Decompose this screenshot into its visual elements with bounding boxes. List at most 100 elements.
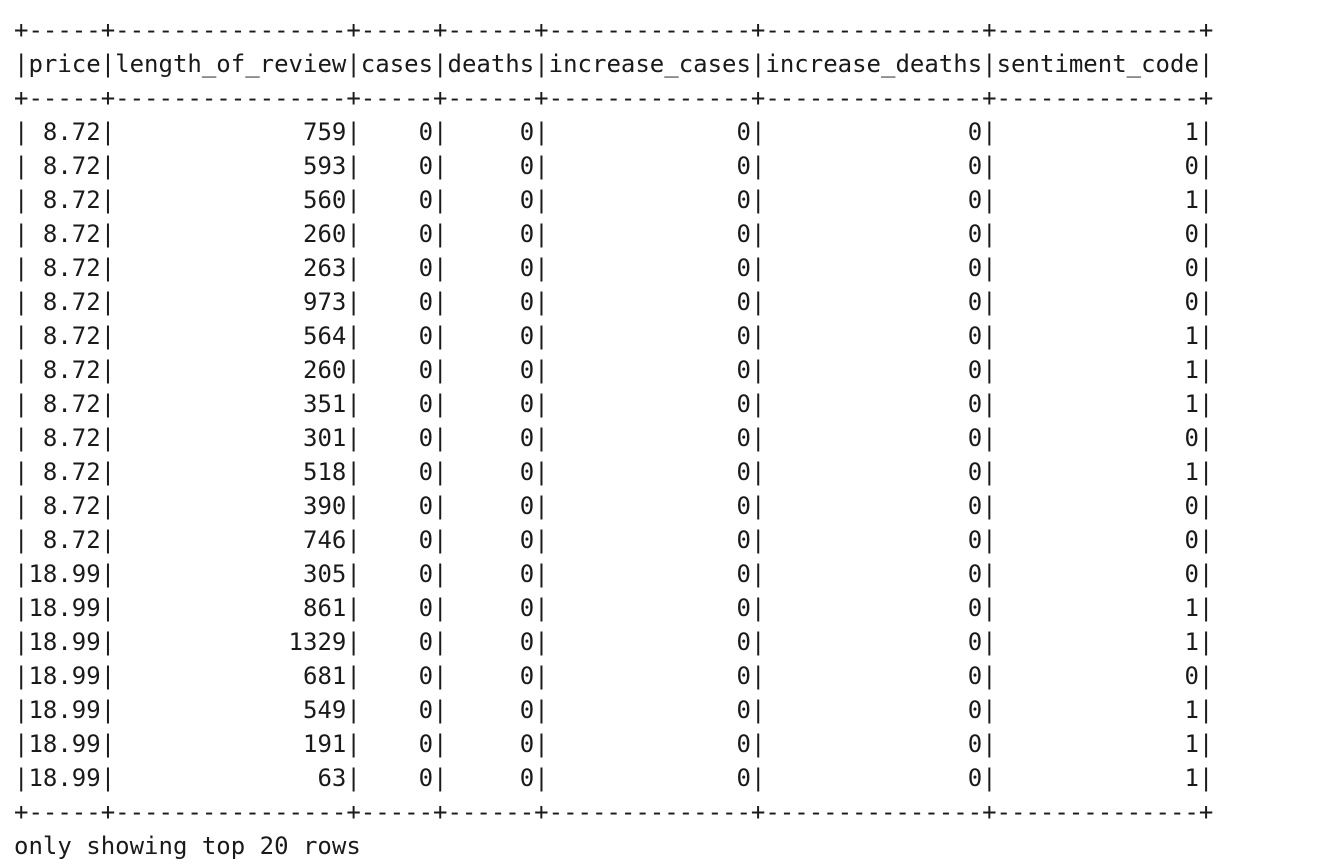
table-cell-price: 8.72	[28, 152, 101, 180]
table-cell-sentiment-code: 0	[996, 288, 1199, 316]
table-cell-length-of-review: 351	[115, 390, 347, 418]
table-cell-price: 18.99	[28, 764, 101, 792]
table-cell-sentiment-code: 1	[996, 458, 1199, 486]
table-cell-price: 8.72	[28, 254, 101, 282]
table-row: | 8.72| 260| 0| 0| 0| 0| 1|	[14, 356, 1214, 384]
table-cell-cases: 0	[360, 526, 434, 554]
table-cell-length-of-review: 560	[115, 186, 347, 214]
table-cell-increase-deaths: 0	[765, 118, 983, 146]
table-cell-deaths: 0	[447, 662, 535, 690]
table-cell-cases: 0	[360, 560, 434, 588]
table-row: | 8.72| 593| 0| 0| 0| 0| 0|	[14, 152, 1214, 180]
table-cell-cases: 0	[360, 696, 434, 724]
table-row: | 8.72| 263| 0| 0| 0| 0| 0|	[14, 254, 1214, 282]
table-cell-deaths: 0	[447, 356, 535, 384]
table-header-row: |price|length_of_review|cases|deaths|inc…	[14, 50, 1214, 78]
table-cell-length-of-review: 759	[115, 118, 347, 146]
table-cell-sentiment-code: 0	[996, 220, 1199, 248]
table-row: | 8.72| 759| 0| 0| 0| 0| 1|	[14, 118, 1214, 146]
table-cell-cases: 0	[360, 492, 434, 520]
table-cell-increase-cases: 0	[548, 594, 751, 622]
table-cell-increase-deaths: 0	[765, 458, 983, 486]
table-cell-increase-deaths: 0	[765, 560, 983, 588]
table-cell-deaths: 0	[447, 730, 535, 758]
table-cell-sentiment-code: 1	[996, 764, 1199, 792]
table-row: |18.99| 549| 0| 0| 0| 0| 1|	[14, 696, 1214, 724]
table-row: | 8.72| 260| 0| 0| 0| 0| 0|	[14, 220, 1214, 248]
table-cell-price: 18.99	[28, 730, 101, 758]
table-cell-deaths: 0	[447, 458, 535, 486]
table-cell-increase-cases: 0	[548, 696, 751, 724]
table-row: | 8.72| 518| 0| 0| 0| 0| 1|	[14, 458, 1214, 486]
table-cell-price: 18.99	[28, 594, 101, 622]
table-cell-deaths: 0	[447, 526, 535, 554]
table-cell-length-of-review: 305	[115, 560, 347, 588]
table-cell-increase-cases: 0	[548, 186, 751, 214]
table-cell-increase-deaths: 0	[765, 288, 983, 316]
table-cell-sentiment-code: 1	[996, 390, 1199, 418]
table-cell-price: 8.72	[28, 526, 101, 554]
table-cell-sentiment-code: 1	[996, 356, 1199, 384]
table-cell-length-of-review: 973	[115, 288, 347, 316]
table-cell-price: 8.72	[28, 424, 101, 452]
table-cell-sentiment-code: 1	[996, 186, 1199, 214]
table-cell-increase-deaths: 0	[765, 356, 983, 384]
table-cell-length-of-review: 390	[115, 492, 347, 520]
table-cell-deaths: 0	[447, 696, 535, 724]
table-cell-increase-deaths: 0	[765, 662, 983, 690]
table-cell-increase-cases: 0	[548, 492, 751, 520]
table-cell-increase-cases: 0	[548, 730, 751, 758]
table-cell-sentiment-code: 1	[996, 730, 1199, 758]
table-cell-cases: 0	[360, 186, 434, 214]
table-cell-sentiment-code: 0	[996, 662, 1199, 690]
column-header: increase_cases	[548, 50, 751, 78]
table-cell-deaths: 0	[447, 594, 535, 622]
table-cell-increase-deaths: 0	[765, 220, 983, 248]
table-cell-price: 18.99	[28, 696, 101, 724]
table-cell-deaths: 0	[447, 254, 535, 282]
column-header: length_of_review	[115, 50, 347, 78]
table-row: |18.99| 305| 0| 0| 0| 0| 0|	[14, 560, 1214, 588]
table-cell-cases: 0	[360, 628, 434, 656]
table-cell-length-of-review: 191	[115, 730, 347, 758]
table-row: | 8.72| 973| 0| 0| 0| 0| 0|	[14, 288, 1214, 316]
table-cell-length-of-review: 593	[115, 152, 347, 180]
table-cell-deaths: 0	[447, 186, 535, 214]
table-cell-increase-cases: 0	[548, 458, 751, 486]
table-cell-price: 8.72	[28, 458, 101, 486]
table-cell-increase-deaths: 0	[765, 322, 983, 350]
table-cell-cases: 0	[360, 662, 434, 690]
table-cell-price: 8.72	[28, 288, 101, 316]
table-cell-sentiment-code: 0	[996, 492, 1199, 520]
table-cell-length-of-review: 301	[115, 424, 347, 452]
table-cell-price: 8.72	[28, 118, 101, 146]
console-output: +-----+----------------+-----+------+---…	[14, 13, 1213, 863]
table-cell-increase-cases: 0	[548, 560, 751, 588]
table-cell-cases: 0	[360, 390, 434, 418]
table-cell-length-of-review: 564	[115, 322, 347, 350]
table-cell-increase-cases: 0	[548, 118, 751, 146]
table-cell-increase-cases: 0	[548, 662, 751, 690]
table-cell-price: 8.72	[28, 492, 101, 520]
table-cell-price: 18.99	[28, 662, 101, 690]
column-header: deaths	[447, 50, 535, 78]
table-cell-increase-deaths: 0	[765, 186, 983, 214]
table-cell-cases: 0	[360, 152, 434, 180]
table-cell-cases: 0	[360, 424, 434, 452]
table-cell-increase-deaths: 0	[765, 424, 983, 452]
table-cell-increase-deaths: 0	[765, 730, 983, 758]
table-row: | 8.72| 390| 0| 0| 0| 0| 0|	[14, 492, 1214, 520]
table-row: |18.99| 1329| 0| 0| 0| 0| 1|	[14, 628, 1214, 656]
row-limit-note: only showing top 20 rows	[14, 832, 361, 860]
table-cell-sentiment-code: 1	[996, 322, 1199, 350]
table-cell-deaths: 0	[447, 560, 535, 588]
table-cell-sentiment-code: 1	[996, 628, 1199, 656]
table-cell-length-of-review: 1329	[115, 628, 347, 656]
table-cell-length-of-review: 260	[115, 356, 347, 384]
table-border-header: +-----+----------------+-----+------+---…	[14, 84, 1214, 112]
column-header: increase_deaths	[765, 50, 983, 78]
table-row: | 8.72| 560| 0| 0| 0| 0| 1|	[14, 186, 1214, 214]
table-cell-deaths: 0	[447, 288, 535, 316]
table-cell-sentiment-code: 0	[996, 424, 1199, 452]
table-cell-increase-cases: 0	[548, 628, 751, 656]
